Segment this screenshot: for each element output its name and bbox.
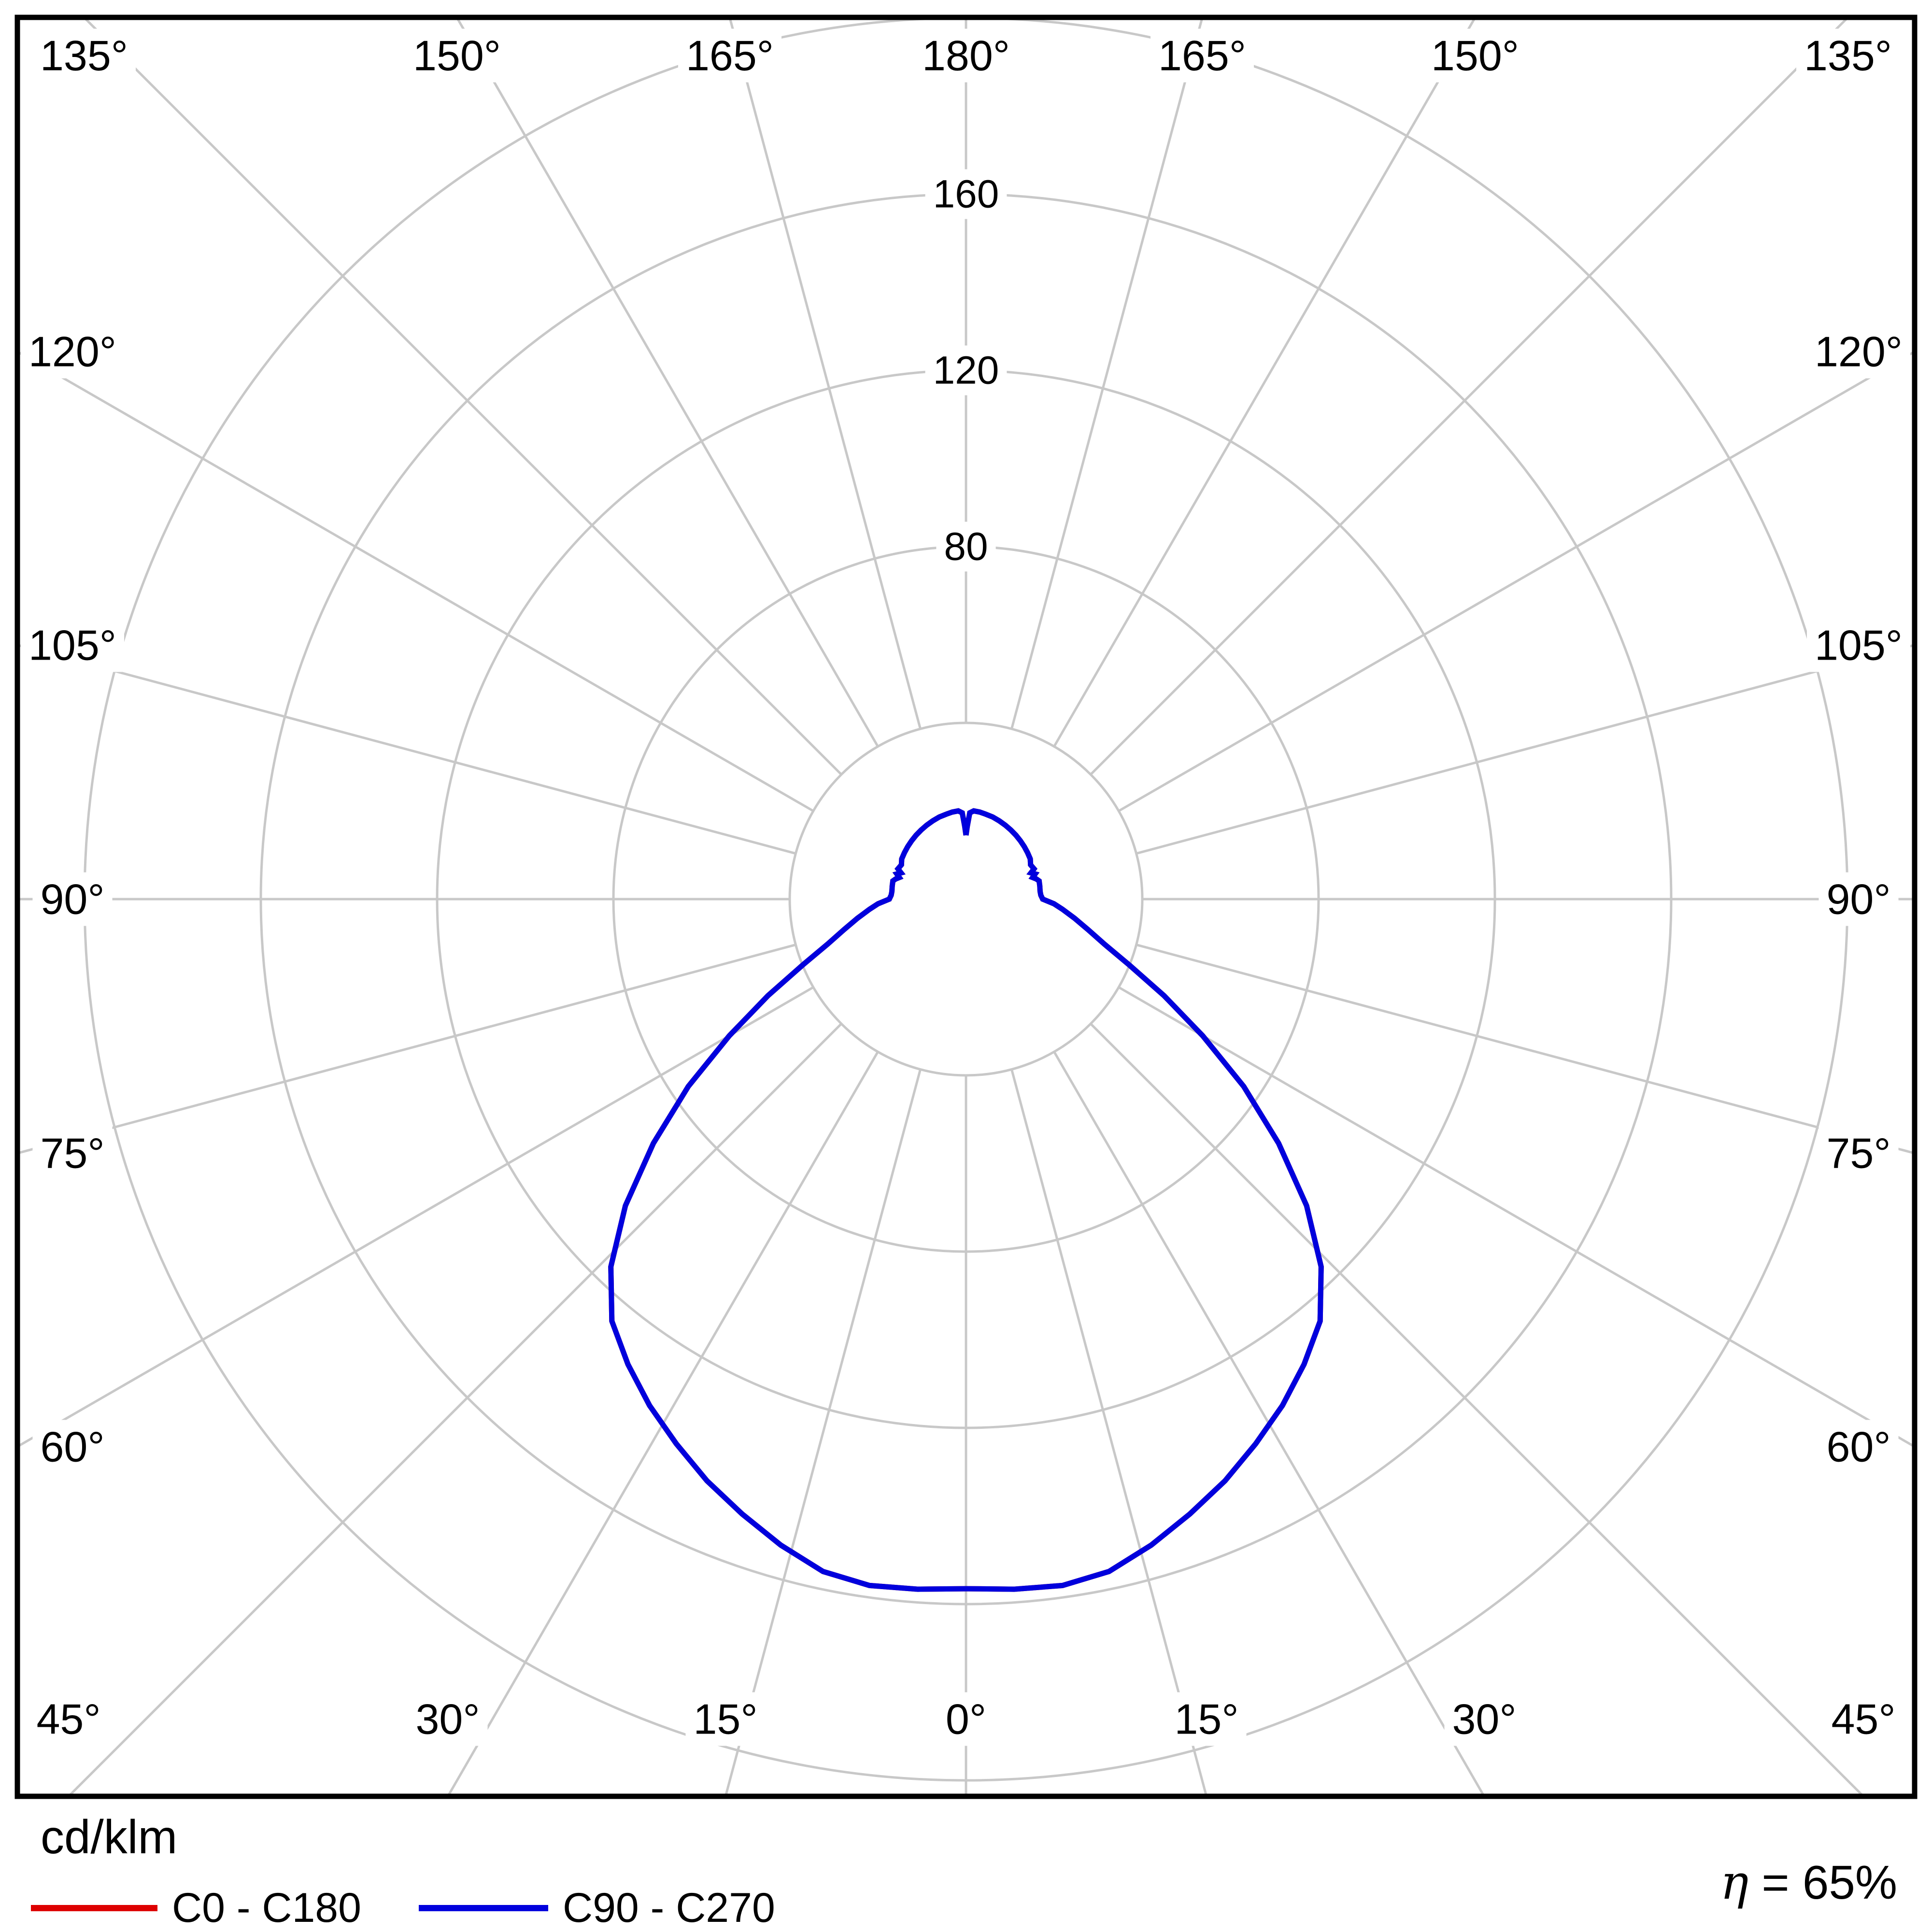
legend-item-c90-c270: C90 - C270 (419, 1884, 775, 1932)
svg-text:45°: 45° (1831, 1695, 1895, 1743)
angle-label-top-180°: 180° (914, 28, 1018, 83)
ray-gridline-210 (455, 17, 879, 747)
legend-swatch-red-line (31, 1905, 157, 1911)
angle-label-bottom-30°: 30° (1444, 1692, 1524, 1746)
angle-label-left-120°: 120° (20, 324, 125, 379)
ray-gridline-15 (1010, 1069, 1208, 1796)
svg-text:75°: 75° (1826, 1129, 1890, 1177)
angle-label-right-120°: 120° (1806, 324, 1911, 379)
curve-c90-c270 (608, 808, 1324, 1592)
svg-text:30°: 30° (1452, 1695, 1516, 1743)
angle-label-bottom-15°: 15° (685, 1692, 766, 1746)
angle-label-bottom-15°: 15° (1166, 1692, 1247, 1746)
ray-gridline-195 (728, 17, 922, 730)
svg-text:60°: 60° (40, 1423, 104, 1471)
svg-text:165°: 165° (1158, 32, 1246, 80)
radial-tick-label-120: 120 (925, 345, 1007, 395)
legend-item-c0-c180: C0 - C180 (31, 1884, 361, 1932)
angle-label-bottom-45°: 45° (1823, 1692, 1904, 1746)
svg-text:135°: 135° (1804, 32, 1892, 80)
ray-gridline-240 (17, 350, 814, 812)
angle-label-bottom-0°: 0° (938, 1692, 994, 1746)
ray-gridline-330 (446, 1051, 879, 1796)
svg-text:135°: 135° (40, 32, 128, 80)
ray-gridline-60 (1118, 986, 1915, 1448)
radial-tick-label-160: 160 (925, 169, 1007, 219)
ray-gridline-225 (82, 17, 842, 776)
angle-label-top-135°: 135° (1796, 28, 1900, 83)
plot-border (14, 14, 1918, 1799)
svg-text:150°: 150° (413, 32, 501, 80)
efficiency-label: η = 65% (1720, 1855, 1897, 1910)
angle-label-top-150°: 150° (1423, 28, 1527, 83)
angle-label-top-165°: 165° (678, 28, 782, 83)
svg-text:0°: 0° (946, 1695, 986, 1743)
legend-label: C0 - C180 (172, 1885, 361, 1931)
svg-text:165°: 165° (686, 32, 774, 80)
grid-labels: 135° 150° 165° 180° 165° 150° 135° 45° 30° 15° 0° 1… (20, 28, 1911, 1746)
radial-tick-label-80: 80 (936, 522, 996, 572)
ray-gridline-300 (17, 986, 814, 1448)
angle-label-right-75°: 75° (1818, 1126, 1899, 1180)
legend-swatch-blue-line (419, 1905, 548, 1911)
svg-text:60°: 60° (1826, 1423, 1890, 1471)
ray-gridline-45 (1090, 1023, 1865, 1796)
ray-gridline-30 (1053, 1051, 1486, 1796)
svg-text:180°: 180° (922, 32, 1010, 80)
ray-gridline-255 (17, 644, 796, 855)
svg-text:120°: 120° (1815, 328, 1903, 376)
ray-gridline-135 (1090, 17, 1850, 776)
svg-text:105°: 105° (28, 621, 116, 669)
eta-symbol: η (1720, 1855, 1749, 1910)
svg-text:75°: 75° (40, 1129, 104, 1177)
ray-gridline-150 (1053, 17, 1477, 747)
ray-gridline-315 (67, 1023, 842, 1796)
svg-text:150°: 150° (1431, 32, 1519, 80)
angle-label-top-150°: 150° (405, 28, 509, 83)
ray-gridline-345 (724, 1069, 922, 1796)
svg-text:120: 120 (933, 349, 999, 393)
angle-label-left-90°: 90° (32, 872, 113, 926)
svg-text:15°: 15° (1174, 1695, 1238, 1743)
svg-text:30°: 30° (415, 1695, 480, 1743)
ray-gridline-105 (1136, 644, 1915, 855)
svg-text:15°: 15° (693, 1695, 757, 1743)
ray-gridline-75 (1136, 944, 1915, 1155)
svg-text:45°: 45° (36, 1695, 100, 1743)
ray-gridline-120 (1118, 350, 1915, 812)
svg-text:105°: 105° (1815, 621, 1903, 669)
angle-label-left-105°: 105° (20, 618, 125, 672)
svg-text:90°: 90° (40, 875, 104, 923)
ray-gridline-165 (1010, 17, 1204, 730)
svg-text:90°: 90° (1826, 875, 1890, 923)
svg-text:160: 160 (933, 172, 999, 216)
angle-label-bottom-30°: 30° (408, 1692, 488, 1746)
legend-label: C90 - C270 (563, 1885, 775, 1931)
angle-label-top-135°: 135° (32, 28, 136, 83)
angle-label-right-105°: 105° (1806, 618, 1911, 672)
angle-label-bottom-45°: 45° (28, 1692, 109, 1746)
efficiency-value: = 65% (1748, 1856, 1897, 1909)
angle-label-top-165°: 165° (1150, 28, 1254, 83)
unit-label: cd/klm (41, 1810, 178, 1863)
angle-label-right-90°: 90° (1818, 872, 1899, 926)
angle-label-left-60°: 60° (32, 1420, 113, 1474)
angle-label-left-75°: 75° (32, 1126, 113, 1180)
angle-label-right-60°: 60° (1818, 1420, 1899, 1474)
ray-gridline-285 (17, 944, 796, 1155)
svg-text:80: 80 (944, 525, 988, 569)
svg-text:120°: 120° (28, 328, 116, 376)
ring-gridline-40 (788, 721, 1144, 1077)
curves (608, 808, 1324, 1592)
